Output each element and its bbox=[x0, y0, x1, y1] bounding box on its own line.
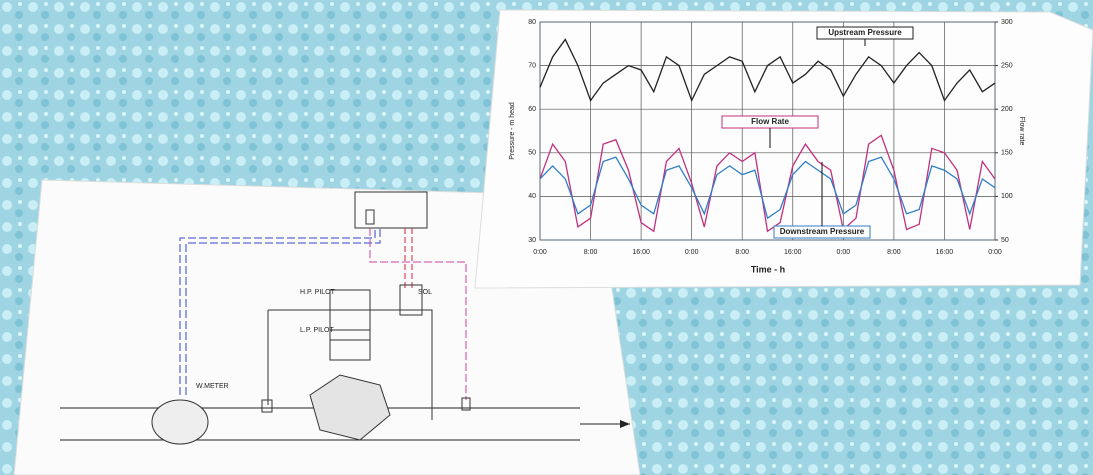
series-line bbox=[539, 156, 996, 220]
y2-axis-label: Flow rate bbox=[1018, 117, 1025, 146]
y2-tick-label: 250 bbox=[1001, 62, 1013, 69]
x-tick-label: 0:00 bbox=[685, 249, 699, 256]
y-tick-label: 60 bbox=[528, 106, 536, 113]
y-tick-label: 80 bbox=[528, 19, 536, 26]
annotation: Upstream Pressure bbox=[828, 28, 902, 37]
y2-tick-label: 100 bbox=[1001, 193, 1013, 200]
x-tick-label: 16:00 bbox=[784, 249, 802, 256]
y2-tick-label: 200 bbox=[1001, 106, 1013, 113]
x-tick-label: 8:00 bbox=[887, 249, 901, 256]
diagram-label: W.METER bbox=[196, 383, 229, 390]
x-tick-label: 16:00 bbox=[632, 249, 650, 256]
x-axis-label: Time - h bbox=[751, 264, 785, 274]
y-tick-label: 70 bbox=[528, 62, 536, 69]
x-tick-label: 16:00 bbox=[936, 249, 954, 256]
y2-tick-label: 300 bbox=[1001, 19, 1013, 26]
y-axis-label: Pressure - m head bbox=[509, 102, 516, 160]
x-tick-label: 8:00 bbox=[735, 249, 749, 256]
diagram-label: SOL bbox=[418, 289, 432, 296]
y-tick-label: 30 bbox=[528, 237, 536, 244]
chart: Time - h Pressure - m head Flow rate 30 4… bbox=[509, 19, 1025, 275]
annotation: Flow Rate bbox=[751, 117, 789, 126]
x-tick-label: 0:00 bbox=[533, 249, 547, 256]
y2-tick-label: 50 bbox=[1001, 237, 1009, 244]
chart-paper bbox=[474, 9, 1093, 289]
x-tick-label: 8:00 bbox=[584, 249, 598, 256]
x-tick-label: 0:00 bbox=[837, 249, 851, 256]
annotation: Downstream Pressure bbox=[780, 227, 865, 236]
diagram-label: L.P. PILOT bbox=[300, 327, 334, 334]
series-line bbox=[539, 38, 996, 103]
x-tick-label: 0:00 bbox=[988, 249, 1002, 256]
y-tick-label: 50 bbox=[528, 150, 536, 157]
diagram-label: H.P. PILOT bbox=[300, 289, 336, 296]
y-tick-label: 40 bbox=[528, 193, 536, 200]
series-line bbox=[539, 134, 996, 233]
y2-tick-label: 150 bbox=[1001, 150, 1013, 157]
